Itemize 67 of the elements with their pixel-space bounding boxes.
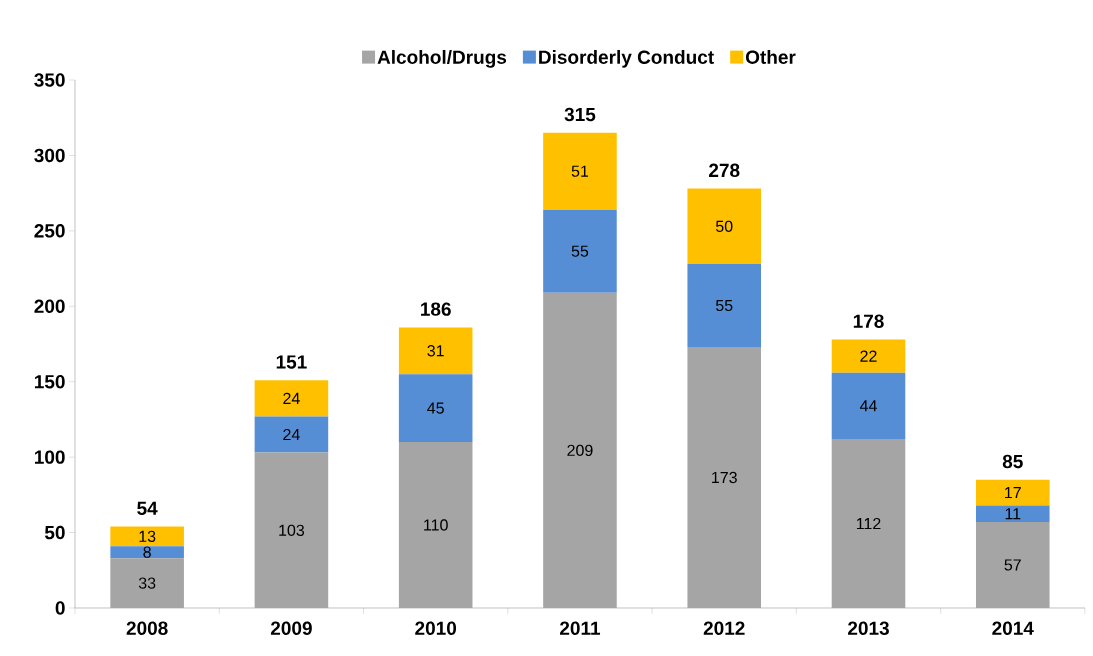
data-label: 173 [712, 471, 737, 484]
bar [831, 339, 906, 373]
bar [543, 132, 617, 210]
bar [975, 505, 1050, 522]
bar [110, 558, 184, 608]
data-label: 45 [427, 402, 444, 414]
bar [110, 546, 184, 559]
bar [975, 522, 1050, 608]
legend-label: Other [745, 49, 796, 64]
bar [254, 380, 329, 417]
total-label: 151 [276, 355, 307, 369]
data-label: 103 [279, 524, 305, 536]
y-tick-label: 50 [44, 525, 65, 540]
data-label: 209 [567, 444, 593, 457]
y-tick-label: 150 [34, 374, 65, 389]
data-label: 24 [283, 392, 300, 404]
data-label: 24 [283, 428, 300, 441]
data-label: 55 [571, 245, 589, 257]
total-label: 186 [421, 302, 451, 316]
data-label: 110 [424, 519, 448, 531]
x-tick-label: 2009 [270, 621, 312, 635]
bar [398, 374, 473, 443]
legend-label: Disorderly Conduct [539, 49, 714, 68]
bar [687, 264, 762, 348]
x-tick-label: 2012 [703, 621, 745, 635]
data-label: 13 [139, 530, 156, 542]
data-label: 22 [860, 350, 877, 362]
bar [831, 372, 906, 440]
bar [831, 439, 906, 608]
bar [398, 327, 473, 375]
y-tick-label: 200 [34, 299, 65, 314]
bar [543, 209, 617, 293]
total-label: 315 [564, 107, 596, 122]
x-tick-label: 2014 [992, 621, 1034, 635]
total-label: 178 [853, 314, 884, 328]
data-label: 50 [715, 220, 733, 232]
data-label: 17 [1005, 487, 1021, 499]
data-label: 112 [856, 517, 881, 530]
x-tick-label: 2010 [415, 621, 457, 635]
data-label: 8 [143, 546, 151, 558]
bar [110, 526, 184, 547]
y-tick-label: 350 [34, 73, 65, 87]
bar [543, 292, 617, 608]
total-label: 85 [1002, 454, 1023, 469]
data-label: 57 [1004, 559, 1021, 571]
y-tick-label: 250 [34, 224, 65, 238]
data-label: 55 [715, 299, 733, 312]
y-tick-label: 300 [34, 148, 65, 163]
x-tick-label: 2008 [126, 621, 168, 635]
bar [254, 452, 329, 608]
data-label: 44 [859, 400, 877, 412]
bar [254, 416, 329, 453]
bar [687, 188, 762, 265]
total-label: 54 [137, 501, 158, 515]
bar [687, 347, 762, 608]
x-tick-label: 2013 [848, 621, 889, 635]
y-tick-label: 0 [55, 601, 65, 615]
legend-label: Alcohol/Drugs [377, 49, 507, 68]
x-tick-label: 2011 [560, 621, 601, 635]
bar [975, 479, 1050, 506]
data-label: 31 [427, 345, 444, 357]
total-label: 278 [709, 163, 740, 178]
data-label: 11 [1005, 508, 1021, 520]
bar [398, 442, 473, 608]
data-label: 51 [571, 165, 589, 177]
y-tick-label: 100 [34, 450, 65, 464]
data-label: 33 [138, 577, 156, 589]
